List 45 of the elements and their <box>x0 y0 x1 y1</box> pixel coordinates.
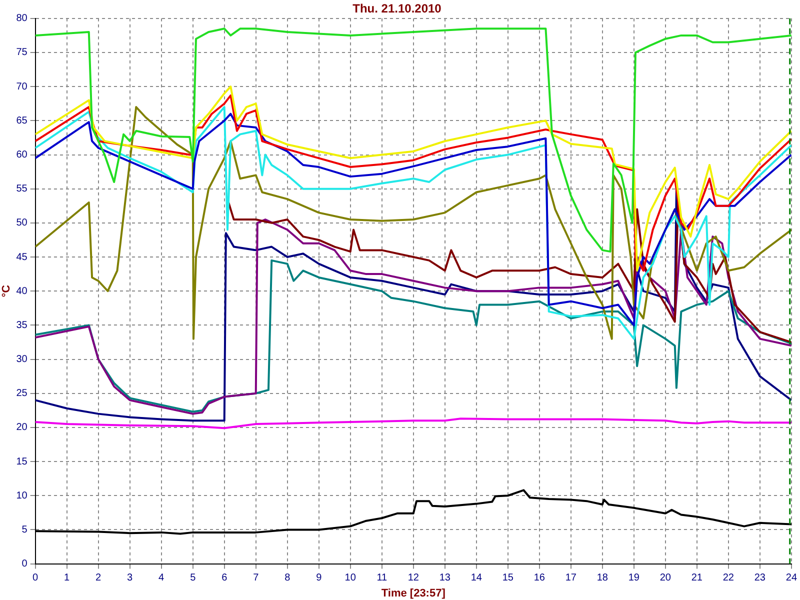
x-tick-label: 14 <box>470 572 482 584</box>
x-tick-label: 4 <box>158 572 165 584</box>
x-tick-label: 12 <box>408 572 420 584</box>
y-tick-label: 40 <box>16 286 28 297</box>
x-tick-label: 23 <box>754 572 766 584</box>
x-tick-label: 2 <box>96 572 102 584</box>
y-tick-label: 45 <box>16 252 28 263</box>
x-tick-label: 24 <box>786 572 798 584</box>
x-tick-label: 0 <box>32 572 39 584</box>
x-tick-label: 6 <box>222 572 228 584</box>
x-tick-label: 22 <box>722 572 734 584</box>
y-tick-label: 55 <box>16 184 28 195</box>
y-tick-label: 50 <box>16 218 28 229</box>
y-tick-label: 70 <box>16 81 28 92</box>
x-tick-label: 16 <box>534 572 546 584</box>
x-tick-label: 11 <box>376 572 388 584</box>
y-tick-label: 80 <box>16 13 28 24</box>
x-axis-title: Time [23:57] <box>381 587 446 600</box>
y-tick-label: 60 <box>16 150 28 160</box>
y-tick-label: 65 <box>16 115 28 126</box>
x-tick-label: 1 <box>64 572 70 584</box>
x-tick-label: 8 <box>284 572 291 584</box>
x-tick-label: 17 <box>565 572 577 584</box>
y-tick-label: 15 <box>16 456 28 468</box>
x-tick-label: 19 <box>628 572 640 584</box>
x-tick-label: 7 <box>253 572 260 584</box>
x-tick-label: 18 <box>596 572 608 584</box>
y-tick-label: 20 <box>16 422 28 434</box>
y-tick-label: 10 <box>16 490 28 502</box>
x-tick-label: 15 <box>502 572 514 584</box>
x-tick-label: 13 <box>439 572 451 584</box>
y-tick-label: 25 <box>16 388 28 400</box>
y-tick-label: 75 <box>16 47 28 58</box>
y-tick-label: 30 <box>16 354 28 366</box>
x-tick-label: 9 <box>316 572 322 584</box>
x-tick-label: 5 <box>190 572 196 584</box>
x-tick-label: 3 <box>127 572 134 584</box>
x-tick-label: 20 <box>660 572 672 584</box>
y-axis-title: °C <box>0 284 13 298</box>
y-tick-label: 0 <box>22 558 28 570</box>
x-tick-label: 10 <box>344 572 356 584</box>
y-tick-label: 35 <box>16 320 28 331</box>
y-tick-label: 5 <box>22 524 28 536</box>
x-tick-label: 21 <box>691 572 703 584</box>
chart-title: Thu. 21.10.2010 <box>352 2 442 16</box>
